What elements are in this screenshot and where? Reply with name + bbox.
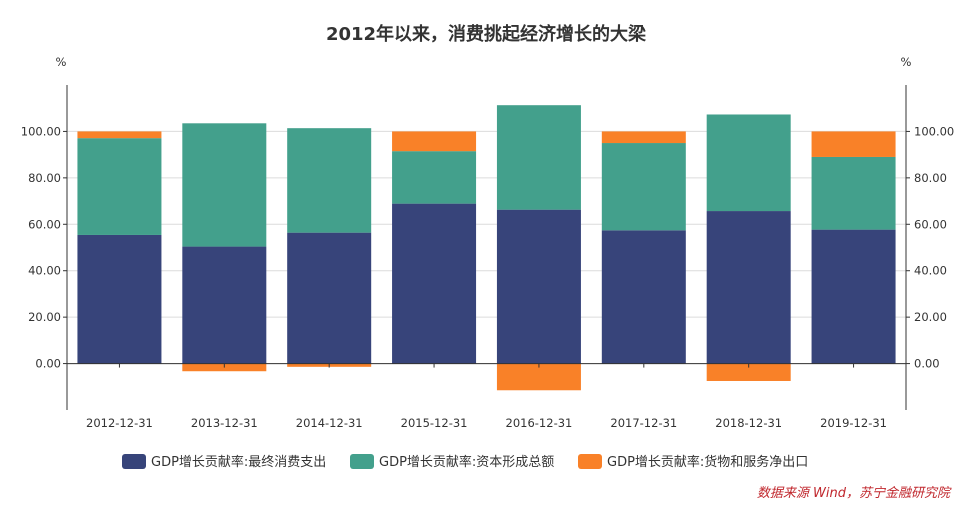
bar-segment-2 — [392, 151, 477, 204]
y-tick-label-left: 100.00 — [21, 124, 61, 138]
bar-segment-1 — [392, 203, 477, 364]
y-tick-label-left: 60.00 — [28, 217, 61, 231]
bar-segment-2 — [496, 105, 581, 210]
legend-label: GDP增长贡献率:资本形成总额 — [379, 454, 554, 470]
y-tick-label-right: 80.00 — [914, 171, 947, 185]
x-tick-label: 2014-12-31 — [296, 416, 363, 430]
y-tick-label-right: 20.00 — [914, 310, 947, 324]
bar-segment-3 — [706, 363, 791, 381]
y-tick-label-left: 40.00 — [28, 264, 61, 278]
bar-segment-1 — [77, 234, 162, 364]
source-note: 数据来源 Wind，苏宁金融研究院 — [756, 486, 950, 501]
bar-segment-2 — [811, 156, 896, 230]
bar-segment-1 — [496, 209, 581, 364]
legend-swatch — [350, 454, 374, 469]
legend-swatch — [578, 454, 602, 469]
bar-segment-1 — [811, 229, 896, 364]
x-tick-label: 2017-12-31 — [610, 416, 677, 430]
x-tick-label: 2018-12-31 — [715, 416, 782, 430]
legend-swatch — [122, 454, 146, 469]
bar-segment-1 — [706, 211, 791, 364]
bar-segment-2 — [182, 123, 267, 247]
legend-label: GDP增长贡献率:最终消费支出 — [151, 454, 326, 470]
bar-segment-2 — [287, 128, 372, 233]
y-tick-label-right: 40.00 — [914, 264, 947, 278]
y-tick-label-right: 0.00 — [914, 357, 940, 371]
x-tick-label: 2012-12-31 — [86, 416, 153, 430]
x-tick-label: 2013-12-31 — [191, 416, 258, 430]
bar-segment-3 — [496, 363, 581, 391]
y-tick-label-left: 0.00 — [35, 357, 61, 371]
y-tick-label-right: 60.00 — [914, 217, 947, 231]
y-tick-label-right: 100.00 — [914, 124, 954, 138]
bar-segment-2 — [601, 143, 686, 231]
legend-label: GDP增长贡献率:货物和服务净出口 — [607, 454, 808, 470]
bar-segment-3 — [811, 131, 896, 157]
bar-segment-2 — [706, 114, 791, 212]
x-tick-label: 2019-12-31 — [820, 416, 887, 430]
bar-segment-1 — [601, 230, 686, 364]
x-tick-label: 2016-12-31 — [506, 416, 573, 430]
bar-segment-1 — [287, 232, 372, 364]
y-axis-label-left: % — [56, 55, 67, 69]
bar-segment-1 — [182, 246, 267, 364]
x-tick-label: 2015-12-31 — [401, 416, 468, 430]
y-tick-label-left: 20.00 — [28, 310, 61, 324]
bar-segment-3 — [601, 131, 686, 144]
y-axis-label-right: % — [901, 55, 912, 69]
bar-segment-2 — [77, 138, 162, 235]
bar-segment-3 — [77, 131, 162, 139]
chart-title: 2012年以来，消费挑起经济增长的大梁 — [325, 24, 647, 45]
bar-segment-3 — [392, 131, 477, 152]
y-tick-label-left: 80.00 — [28, 171, 61, 185]
